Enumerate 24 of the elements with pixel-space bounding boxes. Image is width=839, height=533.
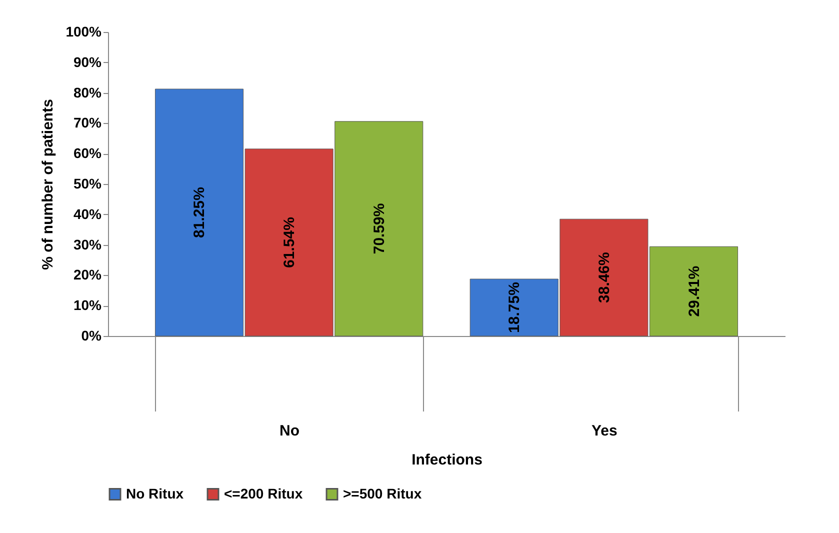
y-tick-label: 90%	[73, 54, 102, 70]
data-label: 81.25%	[191, 187, 208, 238]
x-axis-title: Infections	[412, 452, 482, 468]
y-tick-label: 80%	[73, 84, 102, 100]
legend-label: No Ritux	[126, 485, 184, 502]
data-label: 38.46%	[596, 252, 613, 303]
x-tick-label: No	[280, 422, 300, 440]
y-tick-label: 50%	[73, 176, 102, 192]
y-tick-label: 20%	[73, 266, 102, 283]
y-tick-label: 10%	[73, 297, 102, 314]
y-tick-label: 100%	[66, 24, 102, 40]
y-tick-label: 60%	[73, 145, 102, 162]
data-label: 18.75%	[506, 282, 524, 333]
y-tick-label: 40%	[73, 206, 102, 222]
data-label: 70.59%	[370, 203, 388, 254]
y-axis-title: % of number of patients	[40, 99, 57, 270]
y-tick-label: 70%	[73, 114, 102, 131]
legend-label: <=200 Ritux	[224, 485, 303, 502]
legend-label: >=500 Ritux	[343, 485, 422, 502]
y-tick-label: 30%	[73, 236, 102, 252]
y-tick-label: 0%	[81, 328, 102, 344]
data-label: 61.54%	[281, 217, 298, 268]
x-tick-label: Yes	[592, 422, 618, 440]
data-label: 29.41%	[686, 266, 703, 317]
